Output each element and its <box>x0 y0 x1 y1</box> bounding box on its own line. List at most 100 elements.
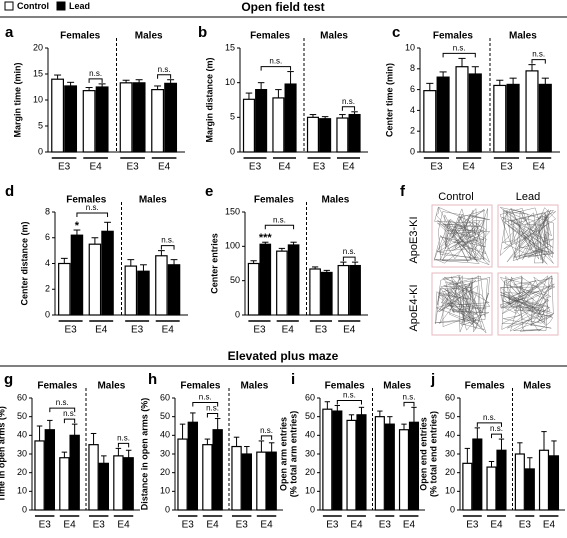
bar <box>202 444 213 511</box>
y-tick-label: 0 <box>410 146 415 156</box>
significance: n.s. <box>273 215 286 224</box>
panel-letter: i <box>291 371 295 388</box>
bar <box>137 270 150 316</box>
y-tick-label: 50 <box>445 411 455 421</box>
subgroup-label: E3 <box>131 325 144 336</box>
subgroup-label: E4 <box>342 162 355 173</box>
y-tick-label: 20 <box>445 467 455 477</box>
bar <box>177 438 188 511</box>
subgroup-label: E4 <box>282 325 295 336</box>
y-tick-label: 10 <box>445 486 455 496</box>
bar <box>472 438 483 511</box>
significance: n.s. <box>453 44 466 53</box>
bar <box>398 429 410 511</box>
bar <box>119 82 133 153</box>
bar <box>101 230 114 316</box>
bar <box>256 451 267 511</box>
bracket <box>531 59 546 64</box>
y-axis-label: Margin distance (m) <box>204 57 214 142</box>
bar <box>155 255 168 316</box>
bar <box>332 410 343 511</box>
y-tick-label: 6 <box>410 84 415 94</box>
y-tick-label: 40 <box>17 430 27 440</box>
bar <box>423 90 437 153</box>
subgroup-label: E4 <box>463 162 476 173</box>
subgroup-label: E3 <box>379 520 392 531</box>
y-tick-label: 8 <box>410 63 415 73</box>
subgroup-label: E4 <box>89 162 102 173</box>
section-title: Elevated plus maze <box>228 349 339 363</box>
bracket <box>476 422 502 427</box>
y-tick-label: 20 <box>17 467 27 477</box>
trajectory <box>434 274 491 334</box>
y-tick-label: 50 <box>17 411 27 421</box>
bar <box>506 83 520 153</box>
subgroup-label: E3 <box>236 520 249 531</box>
subgroup-label: E4 <box>533 162 546 173</box>
subgroup-label: E3 <box>326 520 339 531</box>
subgroup-label: E3 <box>500 162 513 173</box>
bar <box>69 434 80 511</box>
subgroup-label: E4 <box>206 520 219 531</box>
bar <box>436 76 450 153</box>
bar <box>276 250 288 316</box>
y-tick-label: 10 <box>160 486 170 496</box>
subgroup-label: E3 <box>126 162 139 173</box>
significance: * <box>75 220 80 232</box>
bar <box>374 416 385 511</box>
legend-swatch <box>4 1 14 11</box>
y-tick-label: 5 <box>230 112 235 122</box>
bar <box>319 118 332 153</box>
bar <box>322 408 333 511</box>
significance: n.s. <box>342 97 355 106</box>
significance: n.s. <box>343 247 356 256</box>
bracket <box>491 433 502 439</box>
bar <box>123 457 134 511</box>
group-label: Females <box>254 195 294 206</box>
group-label: Females <box>465 381 505 392</box>
bracket <box>442 52 476 58</box>
panel-letter: d <box>5 183 14 200</box>
y-axis-label: Center distance (m) <box>19 221 29 305</box>
y-tick-label: 20 <box>160 467 170 477</box>
subgroup-label: E3 <box>519 520 532 531</box>
group-label: Males <box>523 381 551 392</box>
panel-letter: g <box>4 371 13 388</box>
y-tick-label: 50 <box>160 411 170 421</box>
group-label: Males <box>322 195 350 206</box>
bar <box>346 419 357 511</box>
bracket <box>260 435 273 440</box>
subgroup-label: E3 <box>249 162 262 173</box>
y-axis-label: Distance in open arms (%) <box>139 398 149 511</box>
subgroup-label: E3 <box>313 162 326 173</box>
bar <box>287 244 300 316</box>
significance: n.s. <box>89 69 102 78</box>
legend-swatch <box>56 1 66 11</box>
legend-label: Control <box>17 1 49 11</box>
bracket <box>192 402 219 407</box>
bracket <box>403 401 415 407</box>
panel-letter: j <box>430 371 435 388</box>
y-axis-label: (% total arm entries) <box>288 411 298 498</box>
group-label: Males <box>240 381 268 392</box>
trajectory <box>433 206 491 265</box>
bracket <box>49 407 76 413</box>
subgroup-label: E3 <box>39 520 52 531</box>
bar <box>349 264 361 316</box>
y-tick-label: 0 <box>235 309 240 319</box>
y-tick-label: 10 <box>17 486 27 496</box>
subgroup-label: E3 <box>93 520 106 531</box>
y-tick-label: 8 <box>45 206 50 216</box>
significance: n.s. <box>483 413 496 422</box>
significance: n.s. <box>532 50 545 59</box>
y-tick-label: 4 <box>45 258 50 268</box>
bar <box>337 264 350 316</box>
trajectory <box>499 275 555 332</box>
subgroup-label: E4 <box>117 520 130 531</box>
bracket <box>117 442 130 448</box>
subgroup-label: E4 <box>278 162 291 173</box>
subgroup-label: E4 <box>490 520 503 531</box>
column-label: Control <box>438 191 473 203</box>
subgroup-label: E4 <box>158 162 171 173</box>
bracket <box>206 413 219 418</box>
